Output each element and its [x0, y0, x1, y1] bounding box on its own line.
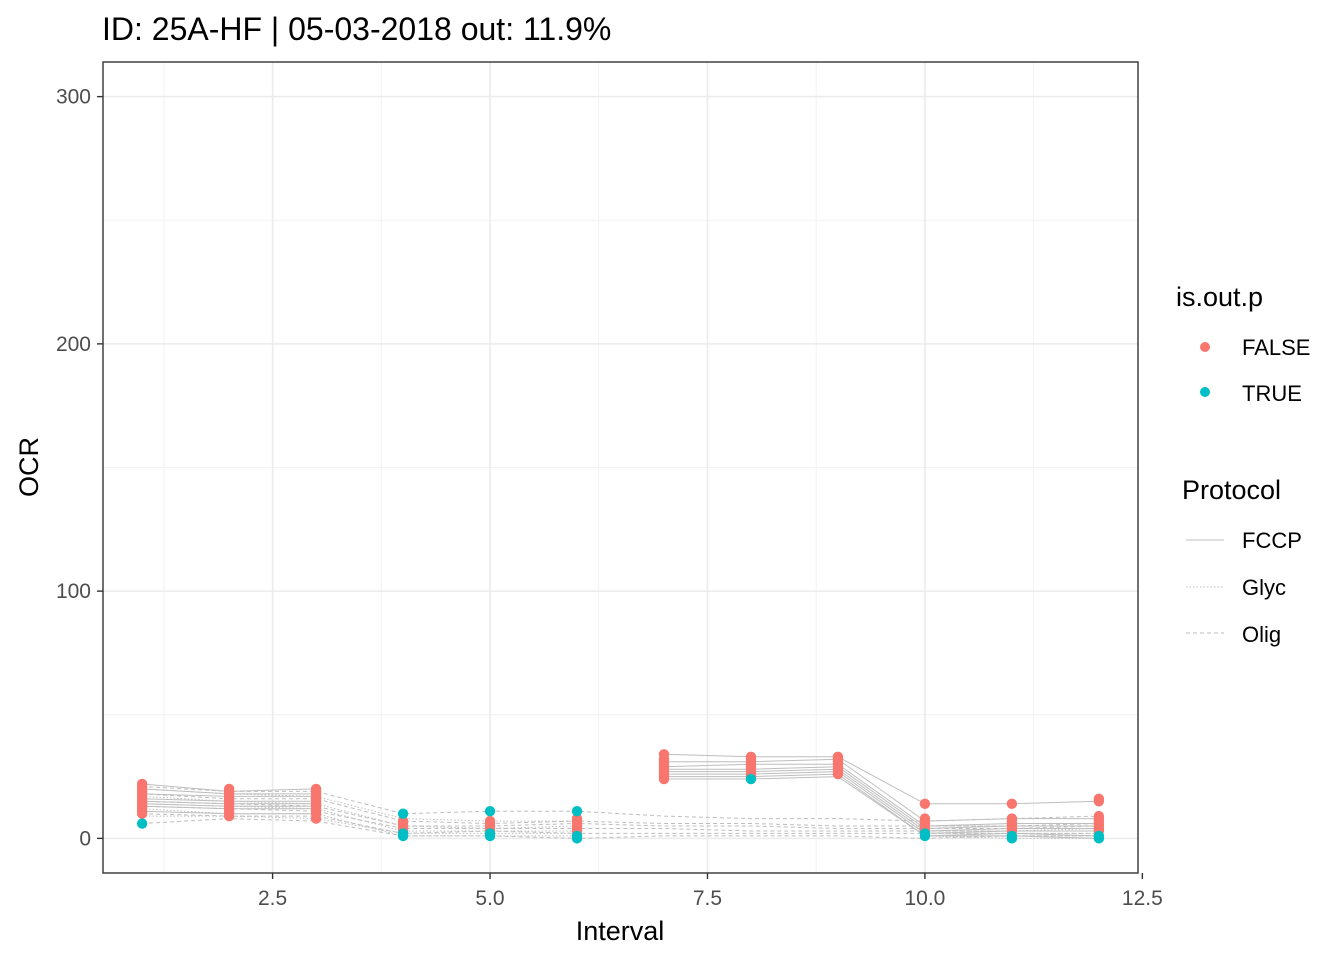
legend-label-fccp: FCCP — [1242, 528, 1302, 553]
legend-label-false: FALSE — [1242, 335, 1310, 360]
data-point-outlier — [1093, 833, 1105, 844]
series-line-glyc — [142, 795, 578, 830]
y-tick-label: 200 — [56, 333, 91, 356]
series-line-fccp — [664, 758, 1099, 822]
series-line-olig — [142, 786, 1099, 822]
series-line-fccp — [664, 771, 1099, 834]
legend-linetype: Protocol FCCP Glyc Olig — [1182, 475, 1302, 647]
series-line-fccp — [663, 763, 1099, 827]
data-point — [832, 768, 844, 780]
data-point — [310, 813, 322, 824]
plot-panel-border — [102, 61, 1139, 874]
legend-linetype-title: Protocol — [1182, 475, 1281, 505]
data-point-outlier — [571, 805, 583, 817]
series-line-glyc — [142, 815, 577, 834]
x-tick-label: 2.5 — [258, 887, 287, 910]
data-point — [1093, 796, 1105, 807]
series-line-olig — [142, 793, 1099, 827]
y-axis-title: OCR — [14, 437, 44, 497]
x-tick-label: 7.5 — [693, 887, 722, 910]
chart-title: ID: 25A-HF | 05-03-2018 out: 11.9% — [102, 11, 611, 47]
legend-swatch-true — [1200, 387, 1210, 397]
legend-swatch-false — [1200, 342, 1210, 352]
series-line-fccp — [664, 768, 1099, 832]
series-line-glyc — [142, 788, 577, 822]
series-line-glyc — [924, 835, 1099, 839]
x-tick-label: 12.5 — [1122, 887, 1163, 910]
x-axis-title: Interval — [576, 916, 665, 946]
y-tick-label: 0 — [79, 827, 91, 850]
legend-color: is.out.p FALSE TRUE — [1176, 282, 1310, 406]
legend-label-glyc: Glyc — [1242, 575, 1286, 600]
series-line-olig — [142, 805, 1099, 832]
data-point-outlier — [1006, 833, 1018, 844]
series-line-olig — [142, 818, 1099, 839]
data-point — [919, 798, 931, 809]
x-tick-label: 10.0 — [904, 887, 945, 910]
legend-color-title: is.out.p — [1176, 282, 1263, 312]
data-point — [658, 773, 670, 785]
data-point-outlier — [745, 773, 757, 785]
data-point-outlier — [571, 833, 583, 844]
y-tick-label: 300 — [56, 86, 91, 109]
data-point-outlier — [484, 805, 496, 817]
axis-ticks: 2.5 5.0 7.5 10.0 12.5 0 100 200 300 — [56, 86, 1163, 910]
series-line-olig — [142, 800, 1099, 829]
data-point — [223, 810, 235, 822]
data-point-outlier — [919, 830, 931, 842]
y-tick-label: 100 — [56, 580, 91, 603]
legend-label-true: TRUE — [1242, 381, 1302, 406]
grid — [103, 62, 1138, 873]
series-line-olig — [142, 813, 1099, 834]
data-point-outlier — [397, 808, 409, 819]
data-point-outlier — [397, 830, 409, 842]
series-line-glyc — [142, 808, 577, 837]
series-line-fccp — [663, 753, 1099, 805]
data-point-outlier — [484, 830, 496, 842]
protocol-lines — [142, 753, 1099, 839]
data-point — [1006, 798, 1018, 809]
data-points — [136, 749, 1105, 844]
x-tick-label: 5.0 — [475, 887, 504, 910]
data-point — [136, 808, 148, 819]
legend-label-olig: Olig — [1242, 622, 1281, 647]
data-point-outlier — [136, 818, 148, 829]
